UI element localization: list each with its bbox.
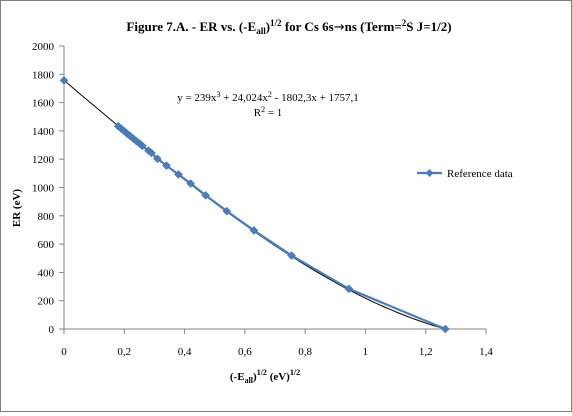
data-point — [174, 170, 183, 179]
data-point — [59, 76, 69, 85]
y-tick-label: 200 — [38, 296, 55, 308]
legend: Reference data — [417, 168, 513, 180]
y-tick-label: 400 — [38, 267, 55, 279]
x-axis-title: (-Eall)1/2 (eV)1/2 — [230, 368, 300, 385]
legend-marker — [425, 169, 434, 177]
series-markers — [59, 76, 450, 334]
series-line-reference-data — [117, 125, 446, 331]
y-axis-title: ER (eV) — [11, 189, 23, 228]
x-tick-label: 0 — [61, 346, 67, 358]
x-tick-label: 0,8 — [298, 346, 312, 358]
data-point — [138, 141, 147, 151]
data-point — [344, 284, 354, 294]
x-tick-label: 0,4 — [178, 346, 192, 358]
y-tick-label: 2000 — [32, 41, 55, 53]
y-tick-label: 1600 — [32, 98, 55, 110]
chart-title: Figure 7.A. - ER vs. (-Eall)1/2 for Cs 6… — [126, 18, 451, 36]
data-point — [249, 226, 259, 235]
trendline-r-squared: R2 = 1 — [254, 105, 283, 119]
data-point — [287, 251, 296, 260]
y-tick-label: 1200 — [32, 154, 55, 166]
y-tick-label: 1000 — [32, 183, 55, 195]
x-tick-label: 0,2 — [117, 346, 131, 358]
y-tick-label: 800 — [38, 211, 55, 223]
x-tick-label: 1 — [363, 346, 369, 358]
y-tick-label: 1800 — [32, 69, 55, 81]
trendline-equation: y = 239x3 + 24,024x2 - 1802,3x + 1757,1 — [177, 90, 359, 104]
data-point — [186, 179, 195, 188]
data-point — [162, 161, 171, 170]
axis-ticks: 0 200 400 600 800 1000 1200 1400 1600 1800 2000 0 0,… — [32, 41, 493, 358]
x-tick-label: 1,2 — [419, 346, 433, 358]
y-tick-label: 0 — [49, 324, 55, 336]
y-tick-label: 1400 — [32, 126, 55, 138]
data-point — [222, 206, 232, 216]
x-tick-label: 0,6 — [238, 346, 252, 358]
plot-area: 0 200 400 600 800 1000 1200 1400 1600 1800 2000 0 0,… — [32, 41, 493, 358]
legend-label: Reference data — [447, 168, 513, 180]
y-tick-label: 600 — [38, 239, 55, 251]
data-point — [153, 154, 162, 164]
x-tick-label: 1,4 — [479, 346, 493, 358]
data-point — [147, 148, 156, 158]
data-point — [440, 324, 450, 334]
data-point — [201, 191, 211, 200]
